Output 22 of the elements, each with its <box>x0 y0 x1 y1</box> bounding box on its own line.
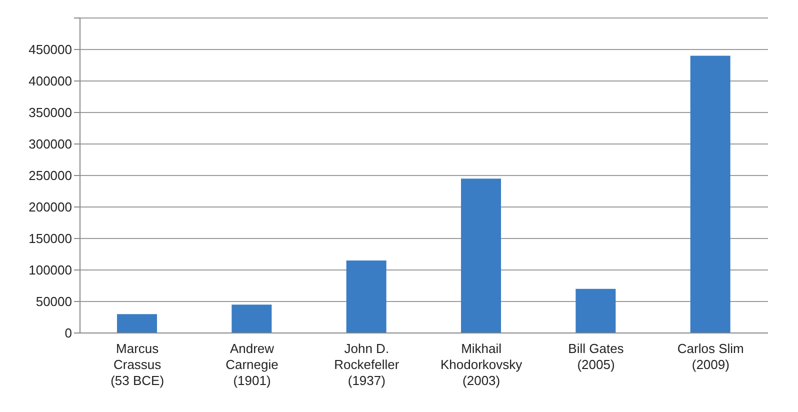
y-tick-label: 350000 <box>28 105 72 120</box>
y-tick-label: 100000 <box>28 262 72 278</box>
y-tick-label: 150000 <box>28 231 72 246</box>
y-tick-label: 300000 <box>28 136 72 152</box>
x-tick-label: Marcus Crassus (53 BCE) <box>110 341 164 388</box>
bar <box>232 304 272 333</box>
bar <box>461 178 501 333</box>
x-tick-label: Carlos Slim (2009) <box>677 341 744 372</box>
y-tick-label: 450000 <box>28 42 72 58</box>
bar <box>346 260 386 333</box>
bar <box>690 56 730 333</box>
y-tick-label: 400000 <box>28 74 72 89</box>
y-tick-label: 250000 <box>28 168 72 184</box>
y-tick-label: 0 <box>64 326 72 341</box>
x-tick-label: Mikhail Khodorkovsky (2003) <box>440 341 523 388</box>
y-tick-label: 200000 <box>28 200 72 215</box>
bar <box>117 314 157 333</box>
x-tick-label: Bill Gates (2005) <box>568 341 624 372</box>
bar <box>576 288 616 333</box>
y-tick-label: 50000 <box>36 294 72 310</box>
x-tick-label: John D. Rockefeller (1937) <box>334 341 400 388</box>
x-tick-label: Andrew Carnegie (1901) <box>226 341 278 388</box>
